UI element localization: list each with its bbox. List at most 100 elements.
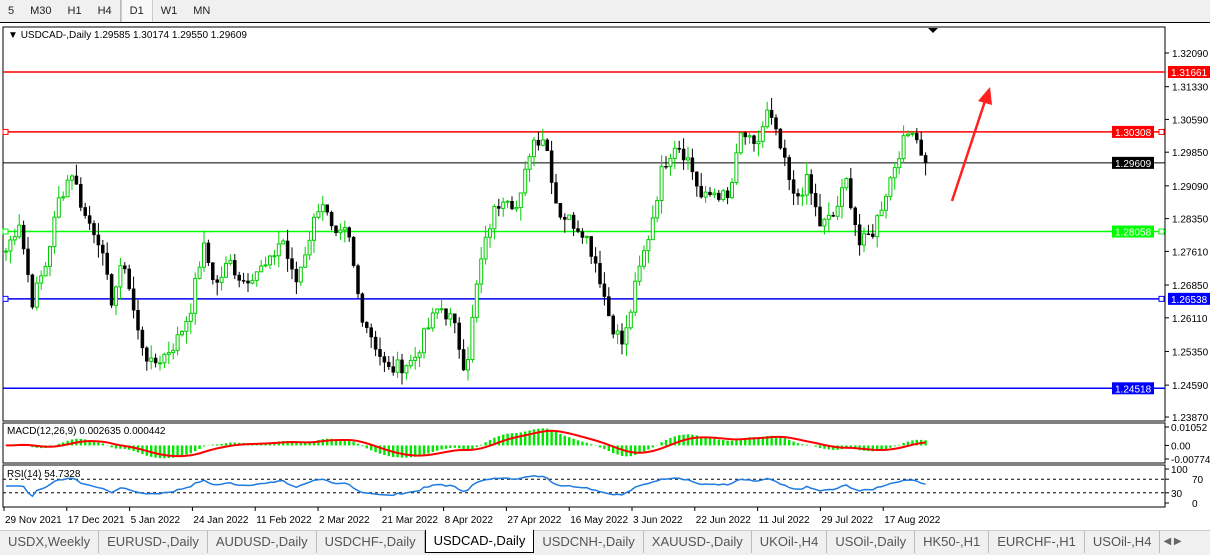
- candle: [457, 322, 461, 350]
- tab-eurchf-h1[interactable]: EURCHF-,H1: [989, 531, 1085, 553]
- price-level-label: 1.24518: [1115, 384, 1152, 395]
- price-label-bg: [1112, 125, 1154, 138]
- tab-scroll-arrows[interactable]: ◀ ▶: [1163, 536, 1182, 547]
- rsi-tick-label: 30: [1171, 489, 1183, 500]
- candle: [70, 175, 74, 181]
- candle: [48, 246, 52, 267]
- macd-bar: [673, 436, 676, 446]
- macd-bar: [911, 440, 914, 446]
- price-tick-label: 1.23870: [1172, 413, 1209, 424]
- candle: [171, 349, 176, 354]
- shift-marker-icon[interactable]: [928, 28, 938, 33]
- macd-bar: [510, 433, 514, 446]
- candle: [598, 263, 602, 285]
- candle: [708, 191, 712, 195]
- candle: [787, 157, 791, 180]
- candle: [136, 309, 140, 331]
- price-tick-label: 1.25350: [1172, 347, 1209, 358]
- tab-xauusd-daily[interactable]: XAUUSD-,Daily: [644, 531, 752, 553]
- candle: [576, 228, 580, 232]
- line-handle[interactable]: [2, 128, 9, 135]
- candle: [563, 216, 567, 220]
- price-tick-label: 1.29850: [1172, 148, 1209, 159]
- candle: [118, 265, 123, 288]
- macd-bar: [440, 445, 443, 450]
- candle: [549, 150, 554, 183]
- price-label-bg: [1112, 225, 1154, 238]
- line-handle[interactable]: [1158, 228, 1165, 235]
- macd-bar: [704, 437, 707, 446]
- candle: [664, 165, 668, 168]
- candle: [184, 320, 189, 332]
- line-handle[interactable]: [1158, 128, 1165, 135]
- date-label: 29 Nov 2021: [5, 515, 62, 526]
- rsi-pane-border: [2, 464, 1166, 508]
- tab-hk50-h1[interactable]: HK50-,H1: [915, 531, 990, 553]
- candle: [492, 205, 497, 230]
- candle: [254, 271, 259, 281]
- tab-usdcnh-daily[interactable]: USDCNH-,Daily: [534, 531, 644, 553]
- macd-bar: [339, 439, 342, 446]
- chart-window[interactable]: 1.32090 1.31330 1.30590 1.29850 1.29090 1.283…: [0, 22, 1210, 530]
- timeframe-h4[interactable]: H4: [97, 5, 112, 17]
- macd-bar: [612, 445, 615, 454]
- macd-bar: [774, 436, 778, 446]
- macd-bar: [660, 442, 663, 446]
- macd-bar: [396, 445, 399, 458]
- candle: [188, 312, 193, 322]
- timeframe-h1[interactable]: H1: [67, 5, 82, 17]
- macd-bar: [480, 444, 483, 446]
- candle: [263, 264, 268, 267]
- timeframe-d1[interactable]: D1: [120, 0, 153, 22]
- macd-bar: [537, 428, 540, 446]
- macd-bar: [62, 442, 65, 446]
- line-handle[interactable]: [2, 228, 9, 235]
- macd-bar: [497, 436, 500, 446]
- candle: [373, 336, 378, 350]
- macd-bar: [488, 440, 492, 446]
- tab-ukoil-h4[interactable]: UKOil-,H4: [752, 531, 828, 553]
- macd-bar: [893, 445, 896, 447]
- macd-bar: [519, 432, 522, 446]
- candle: [211, 262, 215, 280]
- line-handle[interactable]: [2, 295, 9, 302]
- tab-usoil-h4[interactable]: USOil-,H4: [1085, 531, 1161, 553]
- candle: [554, 182, 558, 204]
- tab-usdchf-daily[interactable]: USDCHF-,Daily: [317, 531, 425, 553]
- date-label: 29 Jul 2022: [821, 515, 873, 526]
- macd-bar: [101, 443, 104, 446]
- tab-usdcad-daily[interactable]: USDCAD-,Daily: [424, 530, 535, 553]
- date-label: 17 Aug 2022: [884, 515, 941, 526]
- macd-bar: [647, 445, 650, 450]
- timeframe-5[interactable]: 5: [8, 5, 15, 17]
- date-label: 24 Jan 2022: [193, 515, 248, 526]
- candle: [12, 236, 17, 241]
- tab-audusd-daily[interactable]: AUDUSD-,Daily: [208, 531, 317, 553]
- tab-eurusd-daily[interactable]: EURUSD-,Daily: [99, 531, 208, 553]
- candle: [474, 283, 479, 318]
- candle: [624, 327, 629, 345]
- macd-bar: [422, 445, 426, 455]
- macd-bar: [876, 445, 879, 451]
- tab-usdx-weekly[interactable]: USDX,Weekly: [0, 531, 100, 553]
- candle: [303, 254, 308, 268]
- macd-bar: [629, 445, 632, 457]
- tab-usoil-daily[interactable]: USOil-,Daily: [827, 531, 916, 553]
- line-handle[interactable]: [1158, 295, 1165, 302]
- candle: [611, 315, 615, 335]
- candle: [259, 265, 264, 273]
- macd-bar: [180, 445, 184, 456]
- timeframe-m30[interactable]: M30: [30, 5, 52, 17]
- candle: [430, 312, 435, 329]
- candle: [672, 147, 677, 159]
- macd-bar: [84, 439, 87, 446]
- macd-bar: [462, 445, 465, 450]
- candle: [906, 133, 910, 137]
- candle: [923, 155, 928, 164]
- candle: [422, 328, 426, 354]
- candle: [228, 259, 233, 264]
- trend-arrow[interactable]: [950, 87, 992, 202]
- timeframe-w1[interactable]: W1: [160, 5, 178, 17]
- timeframe-mn[interactable]: MN: [193, 5, 211, 17]
- candle: [532, 139, 536, 158]
